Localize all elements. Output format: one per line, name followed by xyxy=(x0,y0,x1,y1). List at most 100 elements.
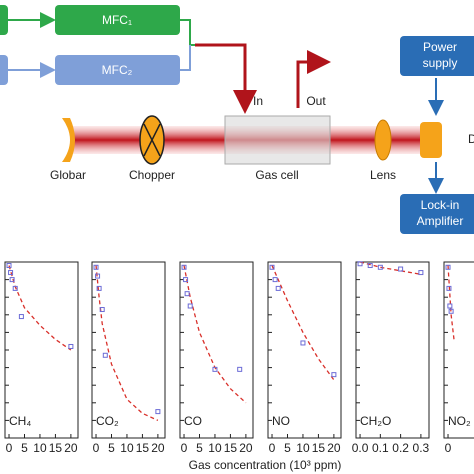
fit-line xyxy=(447,265,455,342)
box-label: Amplifier xyxy=(417,214,464,228)
x-tick-label: 5 xyxy=(284,441,291,455)
data-point xyxy=(300,340,306,346)
component-label: Globar xyxy=(50,168,86,182)
component-label: Chopper xyxy=(129,168,175,182)
data-point xyxy=(187,303,193,309)
data-point xyxy=(12,285,18,291)
data-point xyxy=(181,264,187,270)
data-point xyxy=(6,263,12,269)
x-tick-label: 0.0 xyxy=(352,441,369,455)
x-tick-label: 15 xyxy=(224,441,238,455)
data-point xyxy=(8,270,14,276)
x-tick-label: 10 xyxy=(296,441,310,455)
x-tick-label: 5 xyxy=(196,441,203,455)
x-tick-label: 15 xyxy=(49,441,63,455)
data-point xyxy=(377,264,383,270)
power-box xyxy=(400,36,474,76)
x-tick-label: 20 xyxy=(64,441,78,455)
pipe xyxy=(180,45,191,71)
box-label: supply xyxy=(423,56,458,70)
data-point xyxy=(357,261,363,267)
outlet-label: Out xyxy=(306,94,326,108)
fit-line xyxy=(359,261,422,275)
plot-frame xyxy=(179,261,254,439)
data-point xyxy=(212,366,218,372)
plot-frame xyxy=(91,261,166,439)
panel-label: NO xyxy=(272,414,290,428)
fit-line xyxy=(95,265,159,421)
data-point xyxy=(446,285,452,291)
panel-label: CO xyxy=(184,414,202,428)
data-point xyxy=(9,277,15,283)
fit-line xyxy=(271,265,335,381)
data-point xyxy=(18,314,24,320)
x-axis-title: Gas concentration (10³ ppm) xyxy=(189,458,342,472)
data-point xyxy=(93,264,99,270)
data-point xyxy=(155,409,161,415)
data-point xyxy=(99,307,105,313)
data-point xyxy=(183,277,189,283)
data-point xyxy=(445,264,451,270)
inlet-label: In xyxy=(253,94,263,108)
x-tick-label: 5 xyxy=(108,441,115,455)
data-point xyxy=(398,266,404,272)
data-point xyxy=(68,343,74,349)
x-tick-label: 15 xyxy=(312,441,326,455)
globar xyxy=(62,118,75,162)
x-tick-label: 10 xyxy=(33,441,47,455)
panel-label: NO₂ xyxy=(448,414,471,428)
data-point xyxy=(102,352,108,358)
detector xyxy=(420,122,442,158)
x-tick-label: 0 xyxy=(445,441,452,455)
fit-line xyxy=(183,265,247,404)
box xyxy=(0,55,8,85)
x-tick-label: 0.3 xyxy=(413,441,430,455)
data-point xyxy=(272,277,278,283)
gas-cell xyxy=(224,115,331,165)
box xyxy=(0,5,8,35)
lockin-box xyxy=(400,194,474,234)
mfc-box xyxy=(55,55,180,85)
box-label: Lock-in xyxy=(421,198,460,212)
data-point xyxy=(331,372,337,378)
data-point xyxy=(367,263,373,269)
data-point xyxy=(237,366,243,372)
x-tick-label: 20 xyxy=(151,441,165,455)
component-label: Lens xyxy=(370,168,396,182)
x-tick-label: 10 xyxy=(120,441,134,455)
diagram: MFC₁ MFC₂ In Out Globar Chopper Gas cell… xyxy=(0,5,474,234)
chopper-blade xyxy=(143,123,161,157)
data-point xyxy=(418,270,424,276)
panel-label: CH₄ xyxy=(9,414,31,428)
plot-frame xyxy=(355,261,430,439)
box-label: Power xyxy=(423,40,457,54)
panel-label: CO₂ xyxy=(96,414,119,428)
panel-label: CH₂O xyxy=(360,414,391,428)
data-point xyxy=(96,285,102,291)
x-tick-label: 20 xyxy=(327,441,341,455)
x-tick-label: 0.2 xyxy=(392,441,409,455)
plot-frame xyxy=(267,261,342,439)
pipe xyxy=(195,43,257,114)
x-tick-label: 0.1 xyxy=(372,441,389,455)
x-tick-label: 5 xyxy=(21,441,28,455)
pipe xyxy=(180,19,200,46)
data-point xyxy=(448,308,454,314)
pipe xyxy=(296,50,331,108)
data-point xyxy=(275,285,281,291)
x-tick-label: 20 xyxy=(239,441,253,455)
mfc-label: MFC₁ xyxy=(102,13,132,27)
data-point xyxy=(447,303,453,309)
mfc-label: MFC₂ xyxy=(102,63,133,77)
data-point xyxy=(269,264,275,270)
fit-line xyxy=(8,265,72,351)
x-tick-label: 0 xyxy=(6,441,13,455)
mfc-box xyxy=(55,5,180,35)
data-point xyxy=(184,291,190,297)
x-tick-label: 10 xyxy=(208,441,222,455)
x-tick-label: 0 xyxy=(181,441,188,455)
data-point xyxy=(95,273,101,279)
x-tick-label: 0 xyxy=(93,441,100,455)
x-tick-label: 0 xyxy=(269,441,276,455)
